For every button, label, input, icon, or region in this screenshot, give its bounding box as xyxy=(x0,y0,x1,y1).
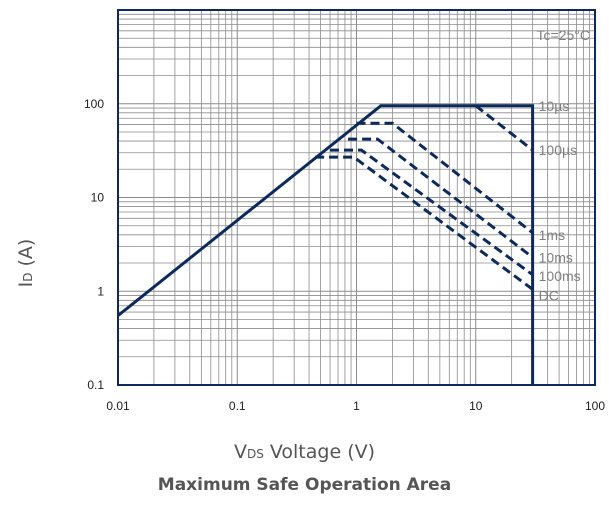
curve-label: DC xyxy=(539,288,559,304)
y-tick-label: 10 xyxy=(91,191,105,205)
series-line-10ms xyxy=(348,137,534,259)
grid-lines xyxy=(118,10,595,385)
series-line-DC xyxy=(315,155,534,291)
series-line-1ms xyxy=(356,121,534,234)
curve-label: 100ms xyxy=(539,268,581,284)
y-tick-label: 100 xyxy=(84,97,104,111)
x-axis-label: VDS Voltage (V) xyxy=(233,441,376,463)
y-tick-label: 0.1 xyxy=(87,378,104,392)
curve-labels: 10µs 100µs 1ms 10ms 100ms DC xyxy=(539,98,581,304)
curve-label: 10µs xyxy=(539,98,570,114)
x-tick-label: 100 xyxy=(585,399,605,413)
y-tick-label: 1 xyxy=(97,284,104,298)
curve-label: 1ms xyxy=(539,227,565,243)
series-line-10µs xyxy=(117,104,535,385)
series-line-100ms xyxy=(330,148,534,276)
curve-label: 10ms xyxy=(539,249,573,265)
chart-title: Maximum Safe Operation Area xyxy=(157,475,452,495)
y-axis-label: ID (A) xyxy=(15,238,37,288)
plot-frame xyxy=(117,9,596,386)
curve-label: 100µs xyxy=(539,142,577,158)
series-line-100µs xyxy=(474,104,534,152)
x-tick-label: 1 xyxy=(353,399,360,413)
series-lines xyxy=(117,104,535,385)
temperature-condition-label: Tc=25°C xyxy=(537,27,590,43)
x-tick-label: 0.1 xyxy=(229,399,246,413)
x-tick-label: 0.01 xyxy=(106,399,130,413)
x-tick-label: 10 xyxy=(469,399,483,413)
